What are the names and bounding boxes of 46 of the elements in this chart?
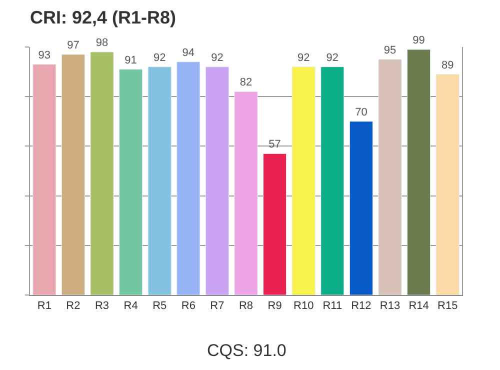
bar	[320, 66, 344, 295]
bar	[205, 66, 229, 295]
x-tick-label: R2	[66, 300, 80, 312]
bar	[148, 66, 172, 295]
data-label: 97	[67, 39, 80, 52]
data-label: 98	[96, 36, 108, 49]
x-tick-label: R3	[94, 300, 110, 312]
data-label: 95	[384, 44, 396, 56]
x-tick-label: R8	[238, 300, 254, 312]
bar	[234, 91, 258, 295]
bar	[61, 54, 85, 295]
x-tick-label: R12	[351, 300, 372, 312]
data-label: 94	[182, 46, 195, 59]
x-tick-label: R4	[124, 300, 138, 312]
bar	[263, 153, 287, 295]
chart-title: CRI: 92,4 (R1-R8)	[30, 8, 176, 28]
bar	[32, 64, 56, 295]
x-tick-label: R9	[268, 300, 282, 312]
text: CQS: 91.0	[207, 341, 286, 360]
x-tick-label: R6	[181, 300, 196, 312]
x-tick-label: R1	[37, 300, 52, 312]
bar	[119, 69, 143, 295]
x-tick-label: R15	[438, 300, 458, 312]
data-label: 99	[412, 34, 425, 46]
data-label: 89	[441, 59, 454, 72]
bar	[407, 49, 431, 295]
data-label: 91	[124, 54, 137, 66]
x-tick-label: R5	[152, 300, 167, 312]
bar	[176, 62, 200, 295]
data-label: 92	[153, 52, 166, 64]
x-tick-label: R10	[294, 300, 314, 312]
bar	[349, 121, 373, 295]
data-label: 70	[355, 106, 368, 118]
bar	[90, 52, 114, 295]
data-label: 82	[240, 76, 252, 89]
x-tick-label: R11	[322, 300, 342, 312]
bar	[378, 59, 402, 295]
bar	[292, 66, 316, 295]
data-label: 92	[297, 52, 310, 64]
x-tick-label: R14	[408, 300, 429, 312]
x-tick-label: R13	[380, 300, 400, 312]
bar	[436, 74, 460, 295]
x-tick-label: R7	[210, 300, 224, 312]
data-label: 92	[326, 52, 339, 64]
data-label: 93	[38, 49, 51, 62]
data-label: 92	[211, 52, 224, 64]
